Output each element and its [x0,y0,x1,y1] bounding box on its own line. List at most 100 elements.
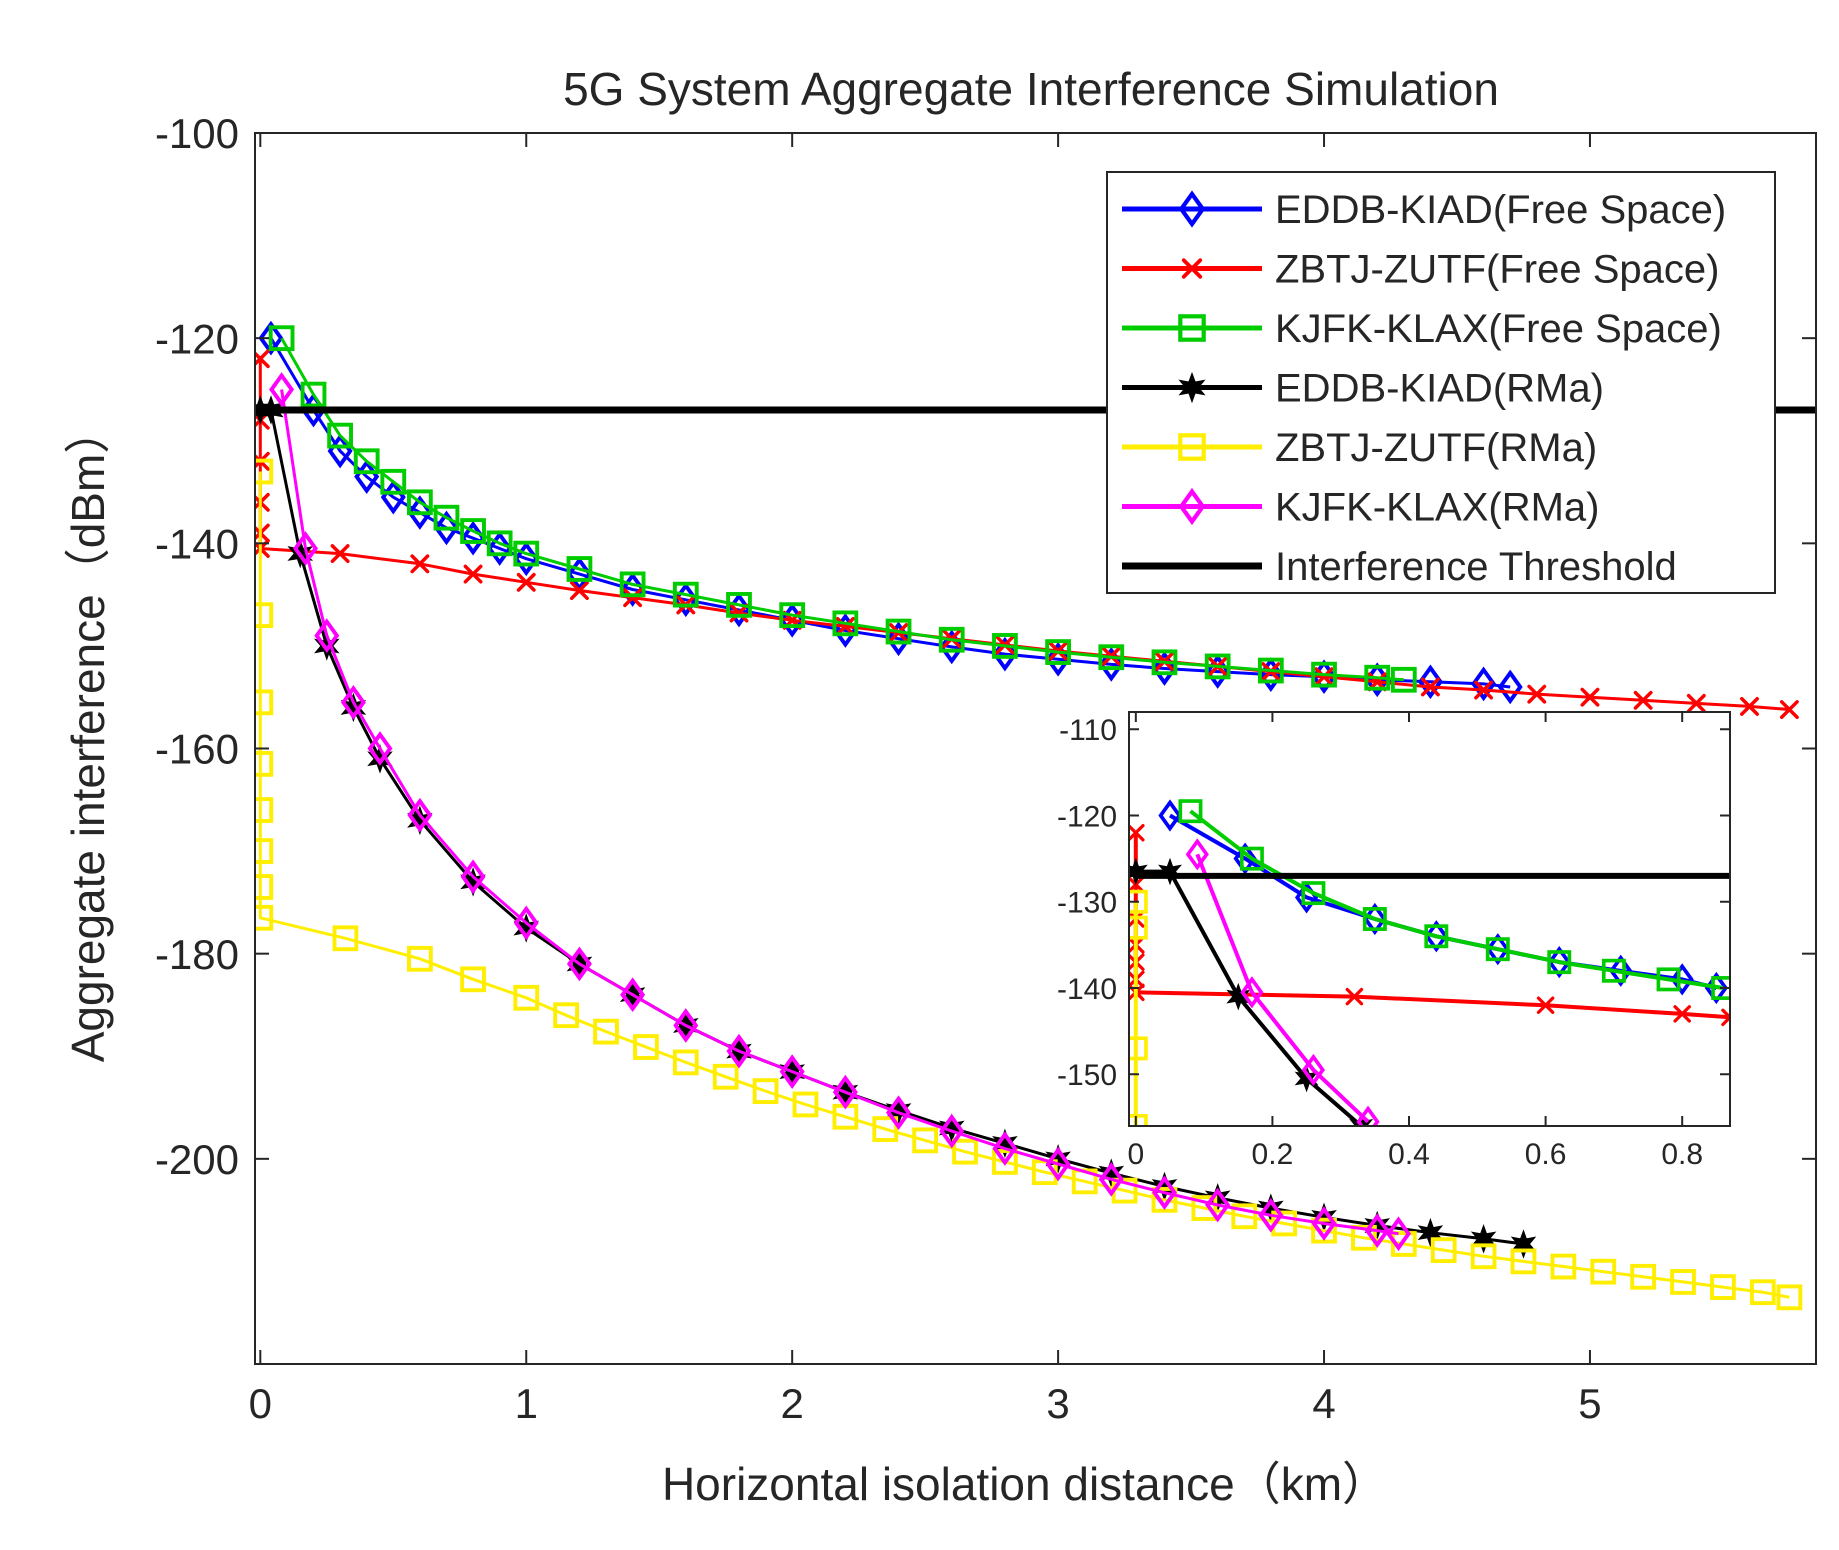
inset-point-kjfk-klax-free-space-7 [1601,958,1626,983]
inset-point-eddb-kiad-free-space-9 [1704,971,1728,1005]
main-x-tick-label-5: 5 [1578,1380,1601,1427]
main-point-zbtj-zutf-rma-37 [1550,1253,1577,1280]
main-point-kjfk-klax-free-space-17 [938,626,965,653]
inset-point-zbtj-zutf-rma-2 [1129,915,1148,940]
main-point-kjfk-klax-free-space-8 [486,530,513,557]
inset-point-eddb-kiad-free-space-5 [1486,933,1510,966]
main-series-line-kjfk-klax-free-space [280,337,1404,682]
inset-y-tick-label-3: -140 [1057,973,1117,1006]
main-point-eddb-kiad-free-space-0 [258,320,284,356]
inset-point-eddb-kiad-free-space-6 [1547,946,1571,979]
legend-item-interference-threshold: Interference Threshold [1122,545,1677,589]
main-point-eddb-kiad-rma-4 [340,692,367,723]
main-point-zbtj-zutf-rma-35 [1470,1243,1497,1270]
legend-item-kjfk-klax-free-space: KJFK-KLAX(Free Space) [1122,307,1722,351]
main-y-tick-label-5: -200 [155,1136,239,1183]
main-point-zbtj-zutf-rma-5 [255,838,274,864]
main-point-kjfk-klax-rma-14 [886,1095,912,1131]
main-point-eddb-kiad-free-space-28 [1497,669,1523,705]
legend-item-kjfk-klax-rma: KJFK-KLAX(RMa) [1122,486,1600,530]
main-series-line-kjfk-klax-rma [280,389,1399,1236]
main-point-kjfk-klax-free-space-26 [1390,666,1417,693]
main-point-kjfk-klax-free-space-7 [460,518,486,544]
main-point-eddb-kiad-free-space-27 [1471,666,1497,702]
legend-marker-zbtj-zutf-rma [1178,433,1206,461]
main-point-kjfk-klax-free-space-21 [1151,649,1178,676]
inset-point-eddb-kiad-free-space-1 [1233,842,1257,875]
main-point-kjfk-klax-rma-22 [1311,1206,1337,1241]
legend-marker-eddb-kiad-free-space [1178,190,1206,228]
inset-axes-background [1129,712,1730,1126]
inset-point-eddb-kiad-free-space-0 [1158,799,1182,832]
inset-point-zbtj-zutf-free-space-7 [1345,987,1364,1006]
main-point-kjfk-klax-free-space-5 [406,489,433,516]
main-point-kjfk-klax-free-space-6 [433,504,460,531]
main-point-kjfk-klax-rma-5 [407,797,433,833]
legend-label-kjfk-klax-rma: KJFK-KLAX(RMa) [1275,486,1600,530]
inset-point-kjfk-klax-rma-2 [1301,1053,1326,1087]
legend-marker-zbtj-zutf-free-space [1181,258,1203,279]
chart-title: 5G System Aggregate Interference Simulat… [563,63,1499,115]
main-point-zbtj-zutf-rma-0 [255,458,274,485]
main-point-zbtj-zutf-free-space-30 [1633,690,1653,710]
main-point-eddb-kiad-rma-25 [1417,1217,1444,1248]
inset-point-eddb-kiad-rma-0 [1129,857,1148,886]
main-point-zbtj-zutf-rma-31 [1311,1217,1337,1244]
main-point-kjfk-klax-rma-10 [673,1008,699,1043]
main-point-eddb-kiad-free-space-20 [1098,647,1124,682]
main-point-kjfk-klax-rma-24 [1385,1216,1411,1252]
main-point-zbtj-zutf-rma-12 [553,1002,580,1029]
main-point-zbtj-zutf-rma-36 [1510,1248,1537,1275]
legend-item-eddb-kiad-free-space: EDDB-KIAD(Free Space) [1122,188,1726,232]
legend-label-eddb-kiad-free-space: EDDB-KIAD(Free Space) [1275,188,1726,232]
main-point-kjfk-klax-free-space-0 [268,325,295,352]
inset-point-kjfk-klax-free-space-5 [1485,937,1510,962]
inset-point-eddb-kiad-rma-2 [1226,982,1251,1011]
main-point-zbtj-zutf-rma-7 [255,904,274,931]
main-point-kjfk-klax-rma-7 [513,905,539,941]
inset-x-tick-label-0: 0 [1127,1138,1144,1171]
main-point-eddb-kiad-rma-8 [513,913,540,943]
main-point-zbtj-zutf-rma-11 [513,984,540,1011]
main-series-group [255,320,1816,1311]
main-point-kjfk-klax-free-space-13 [726,592,752,618]
inset-point-zbtj-zutf-rma-1 [1129,1036,1148,1061]
main-point-kjfk-klax-rma-17 [1045,1146,1071,1182]
main-point-zbtj-zutf-rma-22 [952,1138,978,1165]
inset-point-eddb-kiad-free-space-8 [1670,963,1694,996]
main-point-kjfk-klax-free-space-12 [672,581,699,608]
main-point-zbtj-zutf-rma-2 [255,689,274,716]
main-point-zbtj-zutf-free-space-8 [463,564,483,584]
main-point-zbtj-zutf-rma-13 [593,1018,619,1045]
main-point-kjfk-klax-rma-12 [779,1054,805,1089]
main-y-tick-label-4: -180 [155,931,239,978]
main-series-zbtj-zutf-rma [255,458,1803,1311]
legend-item-zbtj-zutf-rma: ZBTJ-ZUTF(RMa) [1122,426,1597,470]
main-point-kjfk-klax-free-space-14 [779,602,806,629]
main-point-eddb-kiad-rma-7 [460,867,486,897]
main-point-kjfk-klax-rma-21 [1258,1197,1284,1233]
main-point-kjfk-klax-free-space-11 [619,571,646,598]
main-point-kjfk-klax-free-space-20 [1098,644,1125,671]
main-x-tick-label-1: 1 [515,1380,538,1427]
legend-item-zbtj-zutf-free-space: ZBTJ-ZUTF(Free Space) [1122,248,1719,292]
main-y-tick-label-2: -140 [155,520,239,567]
inset-point-kjfk-klax-free-space-6 [1547,950,1572,975]
inset-point-kjfk-klax-rma-0 [1185,838,1209,871]
inset-x-tick-label-4: 0.8 [1661,1138,1703,1171]
main-point-zbtj-zutf-free-space-6 [330,544,350,564]
main-point-kjfk-klax-free-space-3 [353,448,380,475]
main-point-zbtj-zutf-rma-15 [672,1049,699,1076]
main-point-zbtj-zutf-rma-8 [332,925,359,952]
inset-point-kjfk-klax-free-space-0 [1178,799,1203,824]
main-point-zbtj-zutf-free-space-32 [1740,696,1759,716]
main-point-zbtj-zutf-rma-28 [1191,1195,1218,1221]
main-point-eddb-kiad-free-space-8 [487,531,513,566]
legend-label-interference-threshold: Interference Threshold [1275,545,1677,589]
main-point-eddb-kiad-rma-6 [407,805,433,836]
main-point-kjfk-klax-rma-11 [726,1033,752,1069]
inset-x-tick-label-1: 0.2 [1252,1138,1294,1171]
inset-point-zbtj-zutf-free-space-10 [1721,1008,1730,1027]
inset-point-kjfk-klax-rma-3 [1356,1105,1380,1126]
